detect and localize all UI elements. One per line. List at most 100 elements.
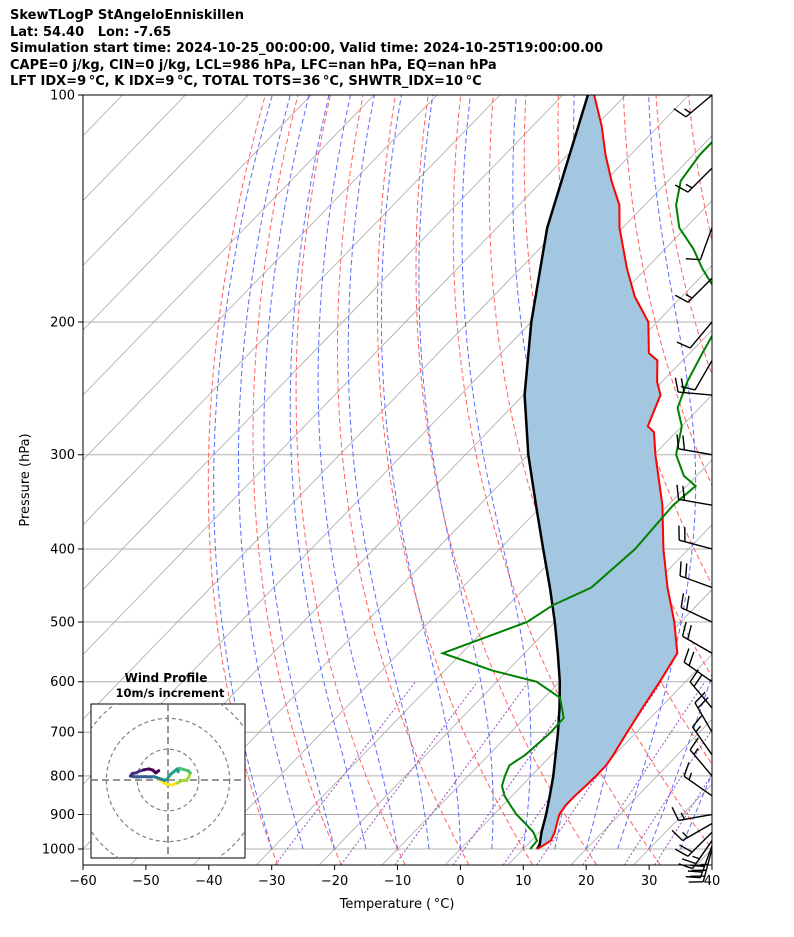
barb-shaft [689,749,713,777]
barb-flag [682,435,686,450]
moist-adiabat [418,95,494,850]
barb-flag [694,691,706,704]
barb-flag [678,863,693,870]
y-axis: 1000 900 800 700 600 500 400 300 200 100 [42,89,83,858]
barb-flag [671,807,680,821]
isotherm-gridline [696,848,712,865]
x-tick-label: 0 [456,874,464,889]
barb-flag [689,737,699,751]
barb-flag [683,762,690,777]
barb-flag [676,341,691,349]
cin-area [524,95,678,849]
wind-barb [688,848,713,883]
dry-adiabat [754,95,794,865]
station-coordinates: Lat: 54.40 Lon: -7.65 [10,24,172,40]
wind-barb [689,669,713,709]
barb-half-flag [688,772,693,780]
wind-barb [671,822,713,842]
parcel-profile-line [523,95,590,850]
barb-flag [680,378,685,393]
x-tick-label: −10 [384,874,411,889]
mixing-ratio-line [582,681,706,865]
dewpoint-line [439,140,712,850]
simulation-times: Simulation start time: 2024-10-25_00:00:… [10,41,603,56]
barb-flag [676,484,680,500]
barb-flag [685,595,690,611]
y-tick-label: 900 [50,808,75,823]
isotherm-gridline [318,459,712,865]
barb-flag [682,485,686,501]
isotherm-gridline [255,394,712,865]
barb-half-flag [685,183,693,189]
isotherm-gridline [83,95,564,591]
isotherm-gridline [507,653,712,865]
barb-flag [681,621,687,637]
x-tick-label: 20 [578,874,595,889]
barb-flag [680,385,696,391]
wind-barb [680,593,713,623]
wind-barb [676,434,713,456]
x-tick-label: −50 [132,874,159,889]
wind-barbs [671,94,713,883]
isotherm-gridline [83,95,501,526]
wind-barb [678,525,713,550]
wind-barb [683,648,713,683]
mixing-ratio-line [340,681,479,865]
barb-flag [676,434,680,449]
dry-adiabat [207,95,279,865]
barb-half-flag [693,748,699,755]
x-tick-label: −40 [195,874,222,889]
wind-barb [678,840,713,870]
hodograph-inset: Wind Profile 10m/s increment [90,671,246,859]
wind-barb [694,691,713,733]
dry-adiabat [452,95,661,865]
barb-flag [697,697,709,709]
mixing-ratio-line [654,773,712,865]
y-tick-label: 800 [50,769,75,784]
chart-header: SkewTLogP StAngeloEnniskillen Lat: 54.40… [10,8,603,91]
y-tick-label: 200 [50,315,75,330]
moist-adiabat [461,95,532,850]
wind-barb [681,621,713,654]
hodograph-subtitle: 10m/s increment [116,686,225,700]
wind-barb [673,94,713,118]
dry-adiabat [688,95,712,243]
x-tick-label: 30 [641,874,658,889]
moist-adiabat [680,772,712,850]
barb-flag [689,864,705,868]
barb-half-flag [685,293,693,299]
dry-adiabat [721,95,794,865]
x-axis-label: Temperature ( °C) [339,897,455,912]
dry-adiabat [252,95,342,865]
barb-flag [691,715,703,728]
barb-half-flag [682,831,689,838]
mixing-ratio-line [536,681,663,865]
isotherm-gridline [83,95,626,656]
wind-barb [676,321,713,349]
x-tick-label: −20 [321,874,348,889]
barb-shaft [679,575,713,589]
barb-flag [671,829,684,841]
hodograph-segment [154,769,161,775]
barb-flag [673,108,687,118]
stability-indices-1: CAPE=0 j/kg, CIN=0 j/kg, LCL=986 hPa, LF… [10,57,497,73]
y-tick-label: 600 [50,675,75,690]
isotherm-gridline [381,524,712,865]
x-tick-label: 10 [515,874,532,889]
y-tick-label: 1000 [42,843,75,858]
dry-adiabat [786,95,794,865]
barb-shaft [694,360,713,391]
moist-adiabat [711,847,712,849]
y-tick-label: 500 [50,616,75,631]
y-tick-label: 400 [50,542,75,557]
wind-barb [683,762,713,797]
x-tick-label: −60 [69,874,96,889]
moist-adiabat [263,95,336,850]
hodograph-ring [136,748,200,812]
barb-flag [688,651,695,666]
wind-barb [674,167,713,193]
moist-adiabat [213,95,273,850]
wind-barb [685,845,713,879]
hodograph-plot [91,704,245,858]
wind-barb [680,360,713,391]
